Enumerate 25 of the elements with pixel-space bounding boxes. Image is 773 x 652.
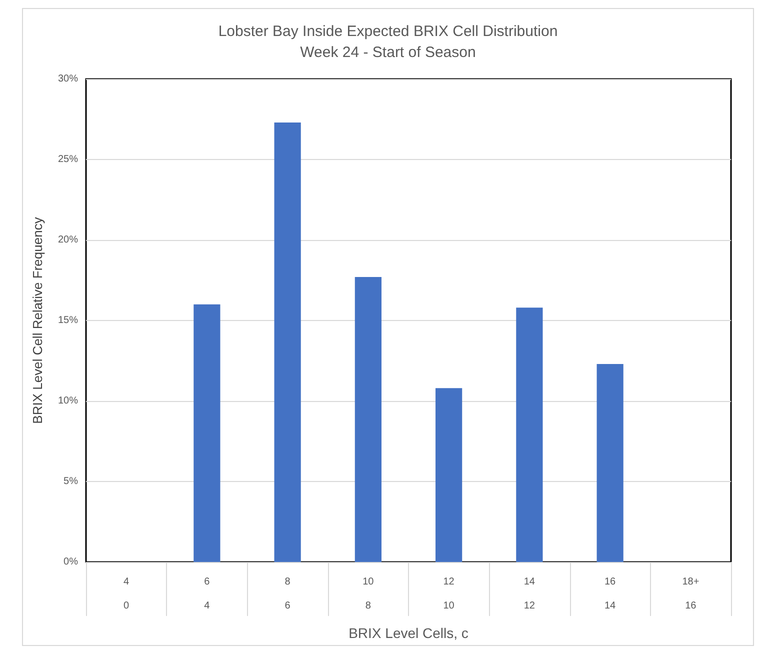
category-label: 18+ 16 xyxy=(682,576,700,612)
chart-subtitle: Week 24 - Start of Season xyxy=(300,44,476,61)
y-tick-label: 15% xyxy=(58,315,78,326)
bar xyxy=(516,308,543,562)
y-tick-label: 25% xyxy=(58,154,78,165)
category-label: 12 10 xyxy=(443,576,454,612)
bar xyxy=(274,122,301,562)
y-tick-label: 20% xyxy=(58,234,78,246)
bar xyxy=(436,388,462,562)
y-axis-title: BRIX Level Cell Relative Frequency xyxy=(30,216,45,424)
category-label: 10 8 xyxy=(362,576,374,612)
y-tick-label: 5% xyxy=(64,476,78,487)
category-label: 4 0 xyxy=(124,576,130,612)
category-label: 14 12 xyxy=(524,576,535,612)
category-label: 6 4 xyxy=(204,576,210,612)
bar xyxy=(596,364,624,562)
y-tick-label: 0% xyxy=(64,556,78,568)
chart-title: Lobster Bay Inside Expected BRIX Cell Distribution xyxy=(218,23,558,40)
x-axis-title: BRIX Level Cells, c xyxy=(348,625,468,641)
category-label: 8 6 xyxy=(284,576,290,612)
bar xyxy=(194,304,220,562)
y-tick-label: 10% xyxy=(58,396,78,406)
category-label: 16 14 xyxy=(604,576,616,612)
y-tick-label: 30% xyxy=(58,74,78,84)
bar xyxy=(354,277,382,562)
